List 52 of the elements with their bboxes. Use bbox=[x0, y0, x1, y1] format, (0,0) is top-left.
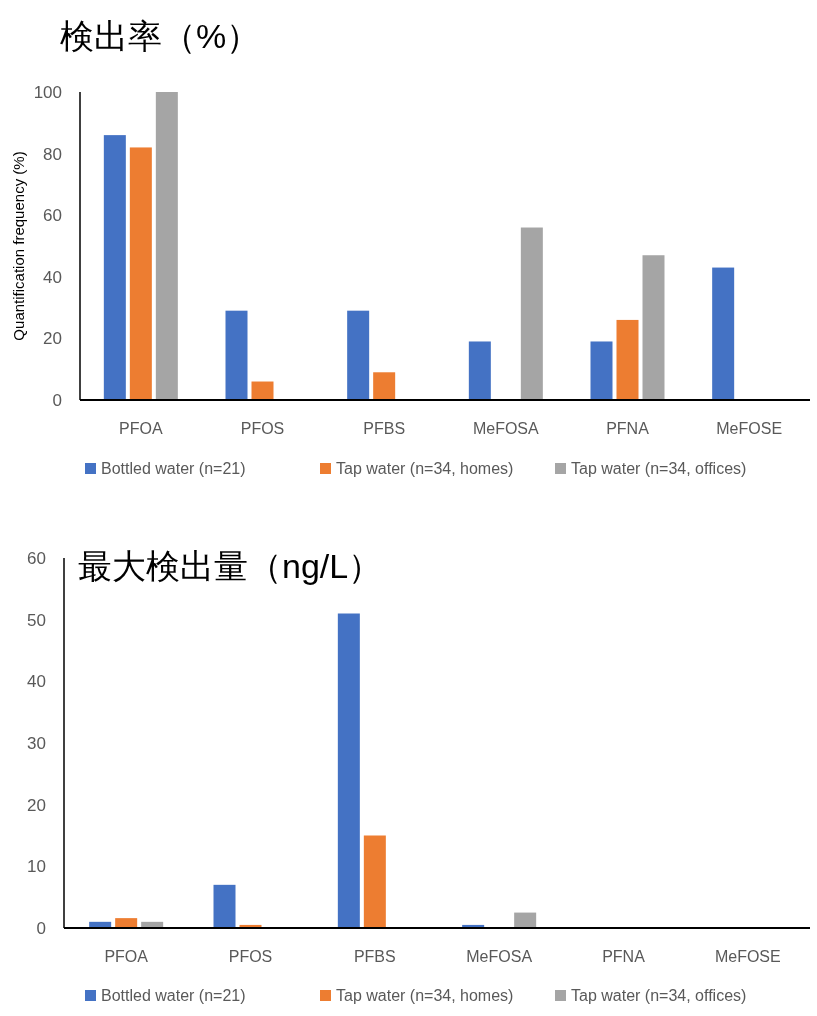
bar bbox=[373, 372, 396, 400]
bar bbox=[712, 267, 735, 400]
y-axis-title: Quantification frequency (%) bbox=[10, 151, 27, 341]
x-tick-label: MeFOSA bbox=[466, 948, 533, 965]
legend-label: Tap water (n=34, homes) bbox=[336, 460, 514, 477]
y-tick-label: 20 bbox=[27, 795, 46, 815]
y-tick-label: 0 bbox=[36, 918, 46, 938]
legend-label: Tap water (n=34, offices) bbox=[571, 460, 747, 477]
x-tick-label: PFBS bbox=[353, 948, 396, 965]
y-tick-label: 30 bbox=[27, 733, 46, 753]
bar bbox=[251, 381, 274, 400]
bar bbox=[337, 613, 360, 928]
chart-title: 最大検出量（ng/L） bbox=[78, 547, 383, 585]
x-tick-label: PFOS bbox=[240, 420, 285, 437]
y-tick-label: 40 bbox=[43, 267, 62, 287]
chart-title: 検出率（%） bbox=[60, 17, 261, 55]
y-tick-label: 80 bbox=[43, 144, 62, 164]
bar bbox=[616, 319, 639, 400]
x-tick-label: MeFOSE bbox=[716, 420, 783, 437]
x-tick-label: PFNA bbox=[606, 420, 650, 437]
bar bbox=[225, 310, 248, 400]
legend-label: Bottled water (n=21) bbox=[101, 987, 246, 1004]
bar bbox=[347, 310, 370, 400]
x-tick-label: MeFOSE bbox=[714, 948, 781, 965]
legend-label: Tap water (n=34, offices) bbox=[571, 987, 747, 1004]
legend-label: Bottled water (n=21) bbox=[101, 460, 246, 477]
bar bbox=[103, 135, 126, 400]
bar bbox=[155, 92, 178, 400]
y-tick-label: 40 bbox=[27, 672, 46, 692]
bar bbox=[115, 918, 138, 928]
y-tick-label: 10 bbox=[27, 857, 46, 877]
y-tick-label: 60 bbox=[27, 548, 46, 568]
bar bbox=[363, 835, 386, 928]
bar bbox=[468, 341, 491, 400]
bar bbox=[590, 341, 613, 400]
legend-label: Tap water (n=34, homes) bbox=[336, 987, 514, 1004]
x-tick-label: PFNA bbox=[602, 948, 646, 965]
y-tick-label: 0 bbox=[52, 390, 62, 410]
bar bbox=[514, 912, 537, 928]
y-tick-label: 100 bbox=[33, 82, 62, 102]
x-tick-label: PFOA bbox=[104, 948, 149, 965]
y-tick-label: 50 bbox=[27, 610, 46, 630]
bar bbox=[213, 884, 236, 928]
y-tick-label: 60 bbox=[43, 206, 62, 226]
bar bbox=[520, 227, 543, 400]
bar bbox=[129, 147, 152, 400]
x-tick-label: PFOS bbox=[228, 948, 273, 965]
bar bbox=[642, 255, 665, 400]
x-tick-label: PFOA bbox=[119, 420, 163, 437]
y-tick-label: 20 bbox=[43, 329, 62, 349]
x-tick-label: PFBS bbox=[363, 420, 406, 437]
x-tick-label: MeFOSA bbox=[472, 420, 540, 437]
